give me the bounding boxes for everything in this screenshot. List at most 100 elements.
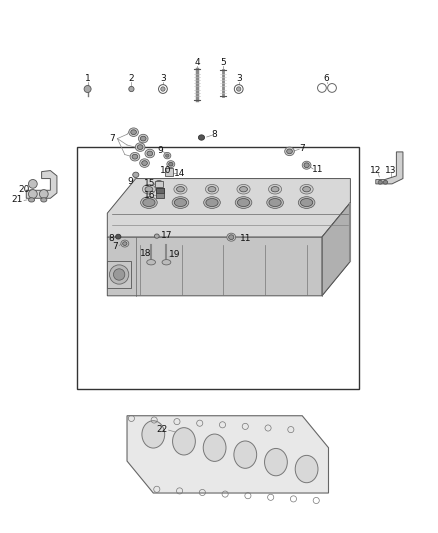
Bar xyxy=(155,181,163,187)
Text: 14: 14 xyxy=(174,169,185,177)
Ellipse shape xyxy=(304,163,309,168)
Text: 3: 3 xyxy=(160,75,166,83)
Text: 5: 5 xyxy=(220,59,226,67)
Ellipse shape xyxy=(123,241,127,245)
Ellipse shape xyxy=(300,184,313,194)
Text: 2: 2 xyxy=(129,75,134,83)
Ellipse shape xyxy=(285,147,294,156)
Ellipse shape xyxy=(121,240,129,247)
Ellipse shape xyxy=(141,197,157,208)
Ellipse shape xyxy=(303,187,311,192)
Ellipse shape xyxy=(130,152,140,161)
Text: 15: 15 xyxy=(144,179,155,188)
Ellipse shape xyxy=(145,149,155,158)
Text: 1: 1 xyxy=(85,75,91,83)
Ellipse shape xyxy=(28,198,35,202)
Ellipse shape xyxy=(133,172,139,177)
Ellipse shape xyxy=(203,434,226,462)
Ellipse shape xyxy=(271,187,279,192)
Ellipse shape xyxy=(39,190,48,198)
Ellipse shape xyxy=(135,143,145,151)
Bar xyxy=(156,188,164,193)
Ellipse shape xyxy=(287,149,293,154)
Text: 22: 22 xyxy=(156,425,168,433)
Text: 7: 7 xyxy=(110,134,116,143)
Ellipse shape xyxy=(28,180,37,188)
Ellipse shape xyxy=(237,184,250,194)
Ellipse shape xyxy=(147,260,155,265)
Polygon shape xyxy=(376,152,403,184)
Text: 16: 16 xyxy=(144,191,155,199)
Text: 4: 4 xyxy=(194,59,200,67)
Ellipse shape xyxy=(129,86,134,92)
Ellipse shape xyxy=(164,152,171,159)
Ellipse shape xyxy=(235,197,252,208)
Ellipse shape xyxy=(300,199,313,207)
Ellipse shape xyxy=(129,128,138,136)
Text: 19: 19 xyxy=(170,251,181,259)
Text: 13: 13 xyxy=(385,166,397,175)
Ellipse shape xyxy=(267,197,283,208)
Bar xyxy=(165,168,173,176)
Ellipse shape xyxy=(378,180,382,184)
Text: 11: 11 xyxy=(312,165,323,174)
Ellipse shape xyxy=(302,161,311,169)
Ellipse shape xyxy=(205,184,219,194)
Ellipse shape xyxy=(383,180,388,184)
Ellipse shape xyxy=(269,199,281,207)
Polygon shape xyxy=(107,179,350,237)
Ellipse shape xyxy=(174,184,187,194)
Text: 8: 8 xyxy=(108,235,114,243)
Ellipse shape xyxy=(116,235,121,239)
Text: 20: 20 xyxy=(18,185,30,193)
Ellipse shape xyxy=(169,163,173,166)
Text: 17: 17 xyxy=(161,231,172,240)
Ellipse shape xyxy=(140,159,149,167)
Ellipse shape xyxy=(140,136,146,141)
Ellipse shape xyxy=(167,161,175,168)
Ellipse shape xyxy=(229,235,234,240)
Ellipse shape xyxy=(147,151,153,156)
Ellipse shape xyxy=(174,199,187,207)
Ellipse shape xyxy=(268,184,282,194)
Ellipse shape xyxy=(237,199,250,207)
Bar xyxy=(156,188,164,198)
Ellipse shape xyxy=(198,135,205,140)
Ellipse shape xyxy=(227,233,236,241)
Ellipse shape xyxy=(131,130,137,135)
Bar xyxy=(77,147,359,389)
Polygon shape xyxy=(322,203,350,296)
Text: 10: 10 xyxy=(160,166,171,175)
Ellipse shape xyxy=(166,154,169,157)
Ellipse shape xyxy=(298,197,315,208)
Text: 6: 6 xyxy=(324,75,330,83)
Ellipse shape xyxy=(154,234,159,238)
Ellipse shape xyxy=(240,187,247,192)
Ellipse shape xyxy=(28,190,37,198)
Ellipse shape xyxy=(41,198,47,202)
Text: 11: 11 xyxy=(240,234,251,243)
Ellipse shape xyxy=(137,144,143,150)
Ellipse shape xyxy=(204,197,220,208)
Ellipse shape xyxy=(173,427,195,455)
Ellipse shape xyxy=(142,421,165,448)
Text: 9: 9 xyxy=(127,177,134,185)
Text: 18: 18 xyxy=(140,249,151,258)
Ellipse shape xyxy=(84,85,91,93)
Ellipse shape xyxy=(172,197,189,208)
Polygon shape xyxy=(127,416,328,493)
Ellipse shape xyxy=(265,448,287,476)
Ellipse shape xyxy=(206,199,218,207)
Text: 7: 7 xyxy=(299,144,305,152)
Polygon shape xyxy=(26,171,57,198)
Ellipse shape xyxy=(234,441,257,469)
Text: 21: 21 xyxy=(12,196,23,204)
Ellipse shape xyxy=(161,87,165,91)
Ellipse shape xyxy=(138,134,148,143)
Polygon shape xyxy=(107,261,131,288)
Ellipse shape xyxy=(142,161,148,165)
Ellipse shape xyxy=(142,184,155,194)
Text: 12: 12 xyxy=(370,166,381,175)
Ellipse shape xyxy=(177,187,184,192)
Ellipse shape xyxy=(145,187,153,192)
